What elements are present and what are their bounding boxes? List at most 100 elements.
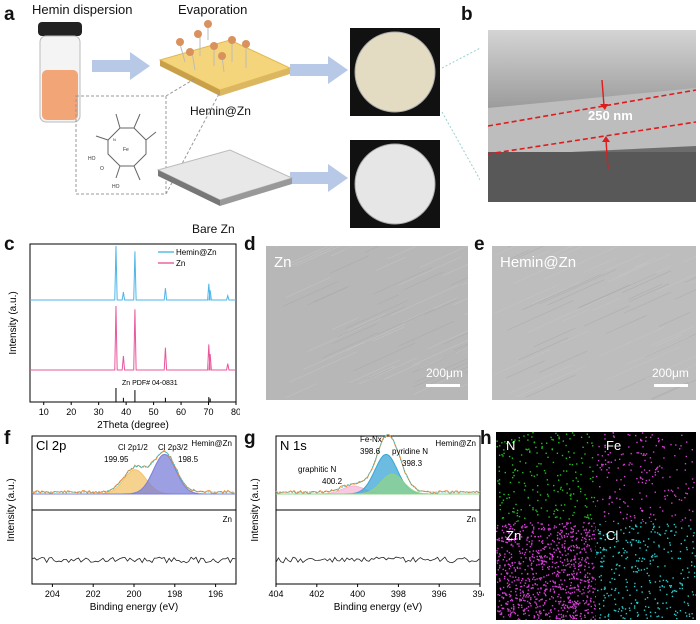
map-dot [545,499,547,501]
map-dot [595,608,596,610]
map-dot [662,476,664,479]
map-dot [528,448,530,450]
map-dot [545,594,547,597]
map-dot [537,485,539,487]
map-dot [531,555,533,558]
map-dot [585,532,587,534]
map-dot [567,560,569,562]
surface-scratch [508,250,550,270]
map-dot [570,564,573,566]
map-dot [590,518,593,520]
surface-scratch [398,321,455,347]
map-dot [571,601,574,603]
map-dot [513,611,516,614]
map-dot [611,501,613,503]
map-dot [604,463,607,466]
map-dot [614,578,616,580]
map-dot [591,442,593,444]
map-dot [611,568,613,571]
map-dot [577,578,579,580]
map-dot [681,583,683,585]
map-dot [530,564,532,566]
map-dot [516,470,519,472]
map-dot [565,457,568,459]
peak-annotation: Cl 2p1/2 [118,443,148,452]
map-dot [574,555,576,557]
map-dot [513,538,516,540]
map-dot [692,510,694,513]
map-dot [518,618,520,620]
map-dot [496,527,499,529]
x-tick-label: 202 [86,589,101,599]
map-dot [600,588,603,591]
map-dot [507,530,510,533]
map-dot [556,516,558,518]
map-dot [541,541,543,543]
map-dot [579,551,582,554]
surface-scratch [608,253,671,283]
map-dot [574,617,576,619]
map-dot [613,520,615,522]
x-tick-label: 204 [45,589,60,599]
map-dot [593,608,596,610]
map-dot [560,529,562,531]
map-dot [643,609,646,611]
map-dot [669,585,671,587]
surface-scratch [618,374,654,391]
x-axis-label: Binding energy (eV) [334,602,422,613]
map-dot [589,514,592,516]
map-dot [691,552,694,554]
map-dot [584,549,586,551]
map-dot [512,611,514,613]
map-dot [596,464,599,466]
surface-scratch [330,255,370,274]
map-dot [542,604,544,607]
map-dot [504,525,506,528]
map-dot [498,555,500,558]
panel-label-h: h [480,428,492,449]
map-dot [522,525,524,527]
map-dot [553,527,555,529]
map-dot [525,526,527,529]
map-dot [512,476,514,479]
map-dot [619,498,621,500]
map-dot [586,576,589,578]
map-dot [552,585,554,588]
map-dot [557,474,559,477]
map-dot [500,573,503,575]
map-dot [513,567,515,569]
map-dot [498,537,500,540]
map-dot [556,561,558,564]
map-dot [560,613,562,616]
map-dot [623,567,626,569]
map-dot [566,483,568,485]
map-dot [514,468,517,471]
map-dot [546,479,548,481]
map-dot [589,478,592,480]
map-dot [641,509,643,512]
map-dot [555,575,558,577]
xrd-series-line-0 [30,245,236,301]
map-dot [498,578,501,580]
map-dot [600,469,603,471]
map-dot [688,487,690,490]
surface-scratch [518,337,569,361]
map-dot [504,565,506,567]
legend-label: Zn [176,259,185,268]
map-dot [643,469,646,471]
map-dot [641,519,644,521]
map-dot [518,437,520,439]
map-dot [657,607,659,609]
map-dot [521,579,523,582]
map-dot [546,574,548,577]
surface-scratch [282,281,339,307]
map-dot [569,614,571,616]
map-dot [510,539,513,542]
map-dot [547,574,550,576]
map-dot [664,495,666,497]
map-dot [555,526,557,528]
map-dot [584,494,586,496]
map-dot [552,580,554,582]
